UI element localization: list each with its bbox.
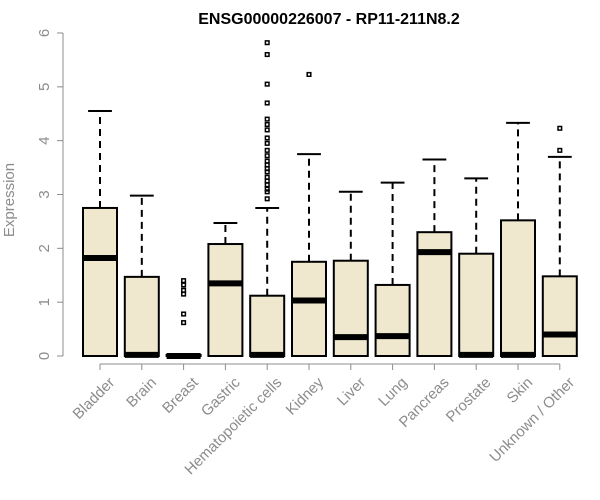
outlier-point <box>264 186 270 192</box>
x-tick-label-prostate: Prostate <box>443 374 495 426</box>
box-prostate <box>458 252 495 357</box>
y-tick-label: 5 <box>36 83 53 91</box>
box-group-skin <box>500 121 536 358</box>
y-tick-label: 2 <box>36 244 53 252</box>
outlier-point <box>181 320 187 326</box>
box-lung <box>374 283 411 357</box>
box-gastric <box>207 243 244 358</box>
outlier-point <box>264 153 270 159</box>
outlier-point <box>264 81 270 87</box>
y-tick-label: 4 <box>36 136 53 144</box>
box-group-lung <box>374 181 411 357</box>
outlier-point <box>264 121 270 128</box>
outlier-point <box>264 135 270 141</box>
y-tick-label: 3 <box>36 190 53 198</box>
boxes-layer <box>82 40 578 359</box>
y-tick-label: 1 <box>36 298 53 306</box>
outlier-point <box>264 158 270 164</box>
box-group-pancreas <box>416 158 453 357</box>
box-group-breast <box>165 278 202 359</box>
outlier-point <box>264 40 270 46</box>
y-tick-label: 0 <box>36 352 53 360</box>
box-brain <box>123 275 160 357</box>
y-tick-label: 6 <box>36 29 53 37</box>
outlier-point <box>264 189 270 195</box>
outlier-point <box>264 147 270 153</box>
box-group-liver <box>332 190 369 357</box>
box-group-unknown-other <box>541 125 578 357</box>
outlier-point <box>264 140 270 146</box>
box-liver <box>332 259 369 357</box>
outlier-point <box>264 100 270 106</box>
x-tick-label-skin: Skin <box>504 374 537 407</box>
box-skin <box>500 219 536 357</box>
box-kidney <box>291 260 327 357</box>
box-group-bladder <box>82 110 118 357</box>
outlier-point <box>181 282 187 288</box>
box-bladder <box>82 206 118 357</box>
box-group-gastric <box>207 222 244 358</box>
box-hematopoietic-cells <box>249 294 286 357</box>
x-tick-label-brain: Brain <box>123 374 160 411</box>
outlier-point <box>264 51 270 58</box>
y-axis-label: Expression <box>1 163 18 237</box>
box-group-kidney <box>291 71 327 357</box>
x-tick-label-liver: Liver <box>334 374 369 409</box>
outlier-point <box>264 174 270 180</box>
x-tick-label-kidney: Kidney <box>283 374 328 419</box>
outlier-point <box>306 71 312 78</box>
outlier-point <box>264 196 270 202</box>
outlier-point <box>181 278 187 284</box>
outlier-point <box>264 116 270 122</box>
outlier-point <box>181 287 187 293</box>
x-tick-label-bladder: Bladder <box>70 374 119 423</box>
x-tick-label-lung: Lung <box>375 374 411 410</box>
outlier-point <box>181 311 187 317</box>
box-group-hematopoietic-cells <box>249 40 286 358</box>
box-group-brain <box>123 194 160 358</box>
box-unknown-other <box>541 275 578 357</box>
outlier-point <box>264 127 270 133</box>
chart-title: ENSG00000226007 - RP11-211N8.2 <box>198 11 460 28</box>
x-tick-label-breast: Breast <box>159 374 202 417</box>
outlier-point <box>557 125 563 131</box>
outlier-point <box>557 147 563 153</box>
box-group-prostate <box>458 177 495 358</box>
